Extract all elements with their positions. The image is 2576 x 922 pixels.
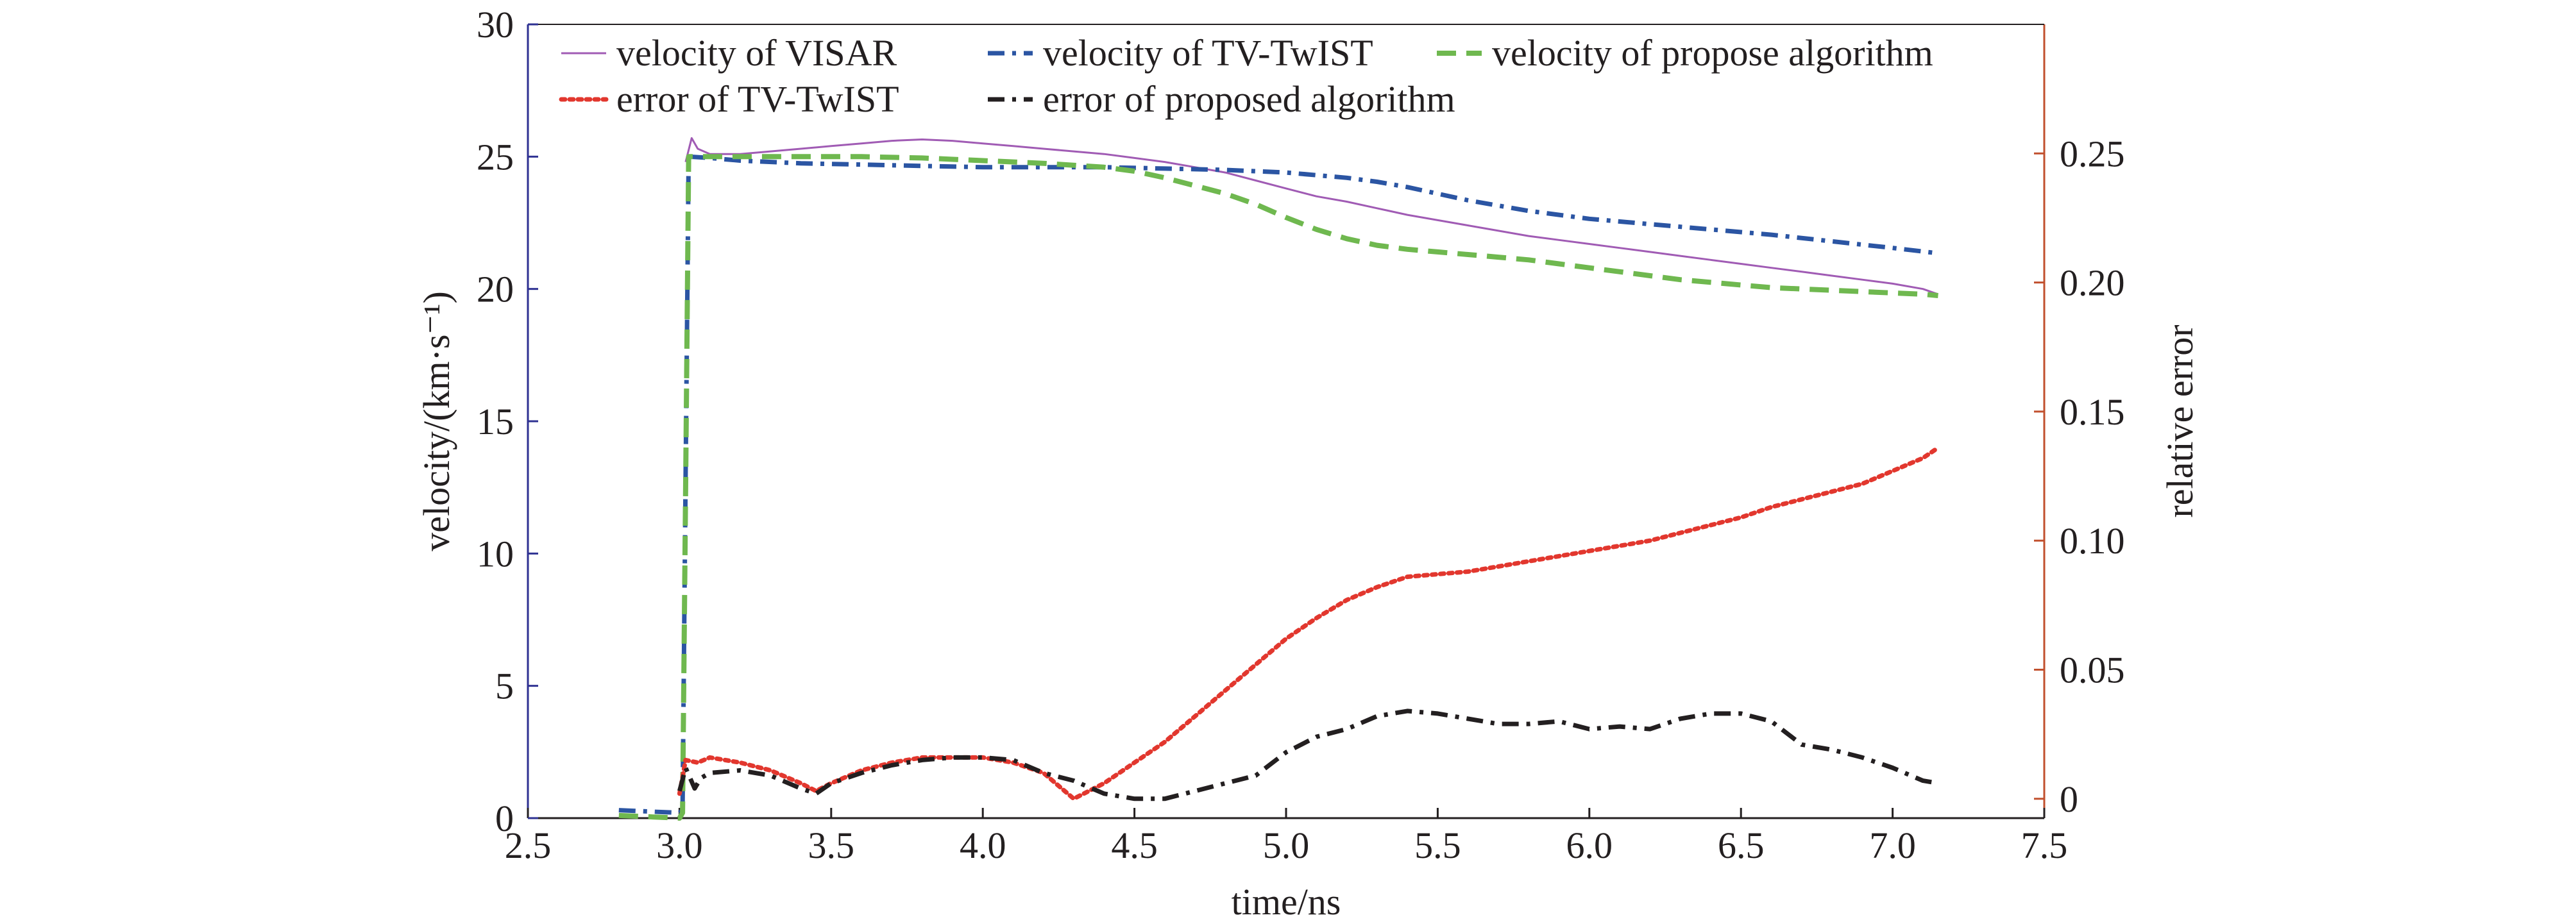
legend-label: velocity of VISAR <box>616 32 897 74</box>
series-layer <box>618 137 1940 821</box>
x-tick-label: 4.0 <box>960 825 1006 866</box>
legend-label: velocity of TV-TwIST <box>1043 32 1373 74</box>
x-tick-label: 3.5 <box>808 825 855 866</box>
x-tick-label: 7.5 <box>2021 825 2068 866</box>
x-tick-label: 4.5 <box>1111 825 1158 866</box>
legend-label: error of TV-TwIST <box>616 78 899 120</box>
y-tick-label: 15 <box>477 401 514 442</box>
axes: 2.5 3.0 3.5 4.0 4.5 5.0 5.5 6.0 6.5 7.0 7.5 0 5 10 15 2… <box>477 4 2125 866</box>
y2-tick-label: 0.15 <box>2060 391 2125 433</box>
y-tick-label: 30 <box>477 4 514 46</box>
y2-tick-label: 0 <box>2060 778 2078 820</box>
legend-label: error of proposed algorithm <box>1043 78 1455 120</box>
x-tick-label: 5.5 <box>1414 825 1461 866</box>
y2-tick-label: 0.05 <box>2060 650 2125 691</box>
legend: velocity of VISAR velocity of TV-TwIST vel… <box>559 32 1933 120</box>
legend-label: velocity of propose algorithm <box>1492 32 1933 74</box>
x-tick-label: 5.0 <box>1263 825 1310 866</box>
x-axis-label: time/ns <box>1232 881 1341 919</box>
x-tick-label: 2.5 <box>505 825 552 866</box>
y2-tick-label: 0.10 <box>2060 520 2125 562</box>
y2-axis-label: relative error <box>2159 324 2201 517</box>
y-tick-label: 5 <box>495 666 514 707</box>
x-tick-label: 7.0 <box>1869 825 1916 866</box>
x-tick-label: 3.0 <box>656 825 703 866</box>
y-tick-label: 25 <box>477 136 514 178</box>
series-line-0 <box>684 137 1938 296</box>
x-tick-label: 6.0 <box>1566 825 1613 866</box>
series-line-2 <box>618 154 1938 821</box>
y2-tick-label: 0.20 <box>2060 262 2125 304</box>
series-line-1 <box>618 154 1938 816</box>
series-line-4 <box>677 708 1939 801</box>
y-tick-label: 10 <box>477 533 514 574</box>
series-line-3 <box>677 445 1940 801</box>
y-tick-label: 0 <box>495 798 514 839</box>
y-axis-label: velocity/(km·s⁻¹) <box>416 291 457 551</box>
y2-tick-label: 0.25 <box>2060 133 2125 174</box>
x-tick-label: 6.5 <box>1718 825 1765 866</box>
y-tick-label: 20 <box>477 269 514 310</box>
